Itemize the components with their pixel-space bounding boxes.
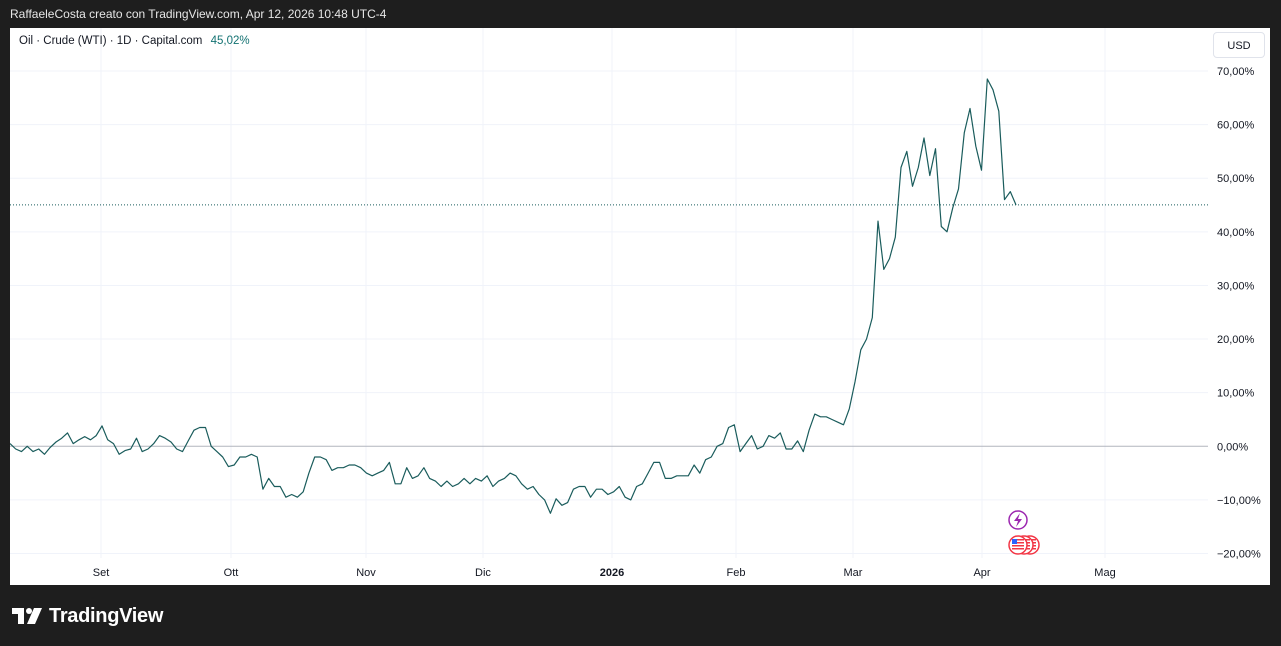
y-tick-label: 40,00%: [1217, 227, 1255, 239]
flag-stripe: [1012, 539, 1024, 541]
y-tick-label: 60,00%: [1217, 120, 1255, 132]
symbol-legend[interactable]: Oil · Crude (WTI) · 1D · Capital.com 45,…: [19, 35, 250, 47]
x-tick-label: Nov: [356, 567, 376, 579]
attribution-bar: RaffaeleCosta creato con TradingView.com…: [0, 0, 1281, 28]
y-tick-label: −10,00%: [1217, 495, 1261, 507]
price-line: [10, 78, 1017, 514]
x-tick-label: Dic: [475, 567, 491, 579]
footer-bar: TradingView: [0, 585, 1281, 646]
brand[interactable]: TradingView: [12, 605, 163, 627]
y-tick-label: 30,00%: [1217, 280, 1255, 292]
currency-button[interactable]: USD: [1213, 32, 1265, 58]
chart-area[interactable]: 70,00% 60,00% 50,00% 40,00% 30,00% 20,00% 10,0…: [10, 28, 1270, 585]
y-tick-label: 50,00%: [1217, 173, 1255, 185]
y-axis[interactable]: 70,00% 60,00% 50,00% 40,00% 30,00% 20,00% 10,0…: [1217, 66, 1261, 561]
event-badges[interactable]: [1008, 510, 1040, 555]
y-tick-label: 10,00%: [1217, 388, 1255, 400]
series-layer: [10, 78, 1017, 514]
x-axis[interactable]: Set Ott Nov Dic 2026 Feb Mar Apr Mag: [93, 567, 1116, 579]
x-tick-label: 2026: [600, 567, 624, 579]
x-tick-label: Apr: [973, 567, 990, 579]
lightning-icon[interactable]: [1008, 510, 1028, 530]
y-tick-label: 0,00%: [1217, 441, 1248, 453]
price-chart[interactable]: 70,00% 60,00% 50,00% 40,00% 30,00% 20,00% 10,0…: [10, 28, 1270, 585]
y-tick-label: 70,00%: [1217, 66, 1255, 78]
flag-canton: [1012, 539, 1017, 544]
x-tick-label: Mar: [844, 567, 863, 579]
y-tick-label: −20,00%: [1217, 549, 1261, 561]
flag-stripe: [1012, 545, 1024, 547]
x-tick-label: Feb: [727, 567, 746, 579]
brand-name: TradingView: [49, 604, 164, 627]
flag-stripe: [1012, 542, 1024, 544]
tradingview-logo-icon: [12, 608, 42, 624]
x-tick-label: Ott: [224, 567, 239, 579]
change-value: 45,02%: [210, 35, 250, 47]
attribution-text: RaffaeleCosta creato con TradingView.com…: [10, 7, 387, 21]
x-tick-label: Set: [93, 567, 110, 579]
flag-stripe: [1012, 548, 1024, 550]
symbol-title[interactable]: Oil · Crude (WTI) · 1D · Capital.com: [19, 35, 203, 47]
lightning-bolt: [1014, 513, 1022, 527]
x-tick-label: Mag: [1094, 567, 1115, 579]
grid-lines: [10, 28, 1208, 558]
us-flag-icon[interactable]: [1008, 535, 1040, 555]
y-tick-label: 20,00%: [1217, 334, 1255, 346]
